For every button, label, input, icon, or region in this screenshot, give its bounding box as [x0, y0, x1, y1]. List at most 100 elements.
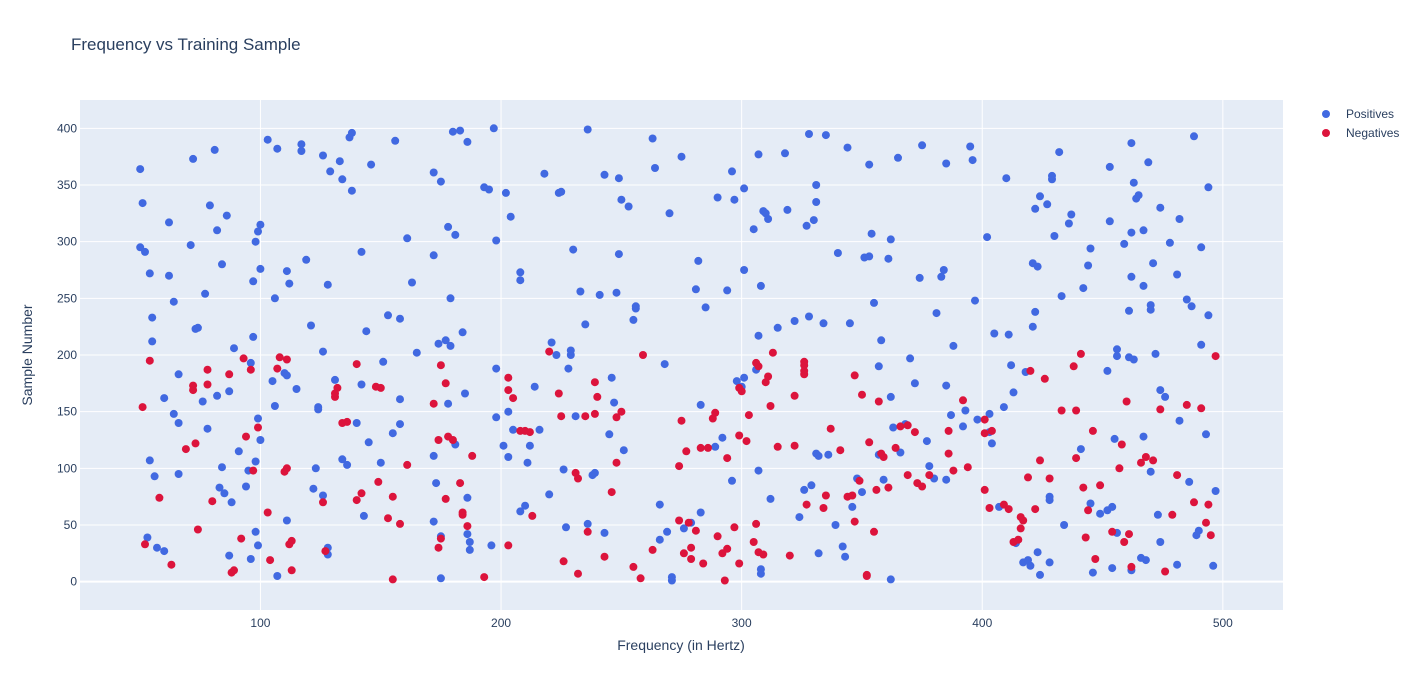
- data-point-positives[interactable]: [463, 530, 472, 539]
- data-point-negatives[interactable]: [388, 492, 397, 501]
- data-point-positives[interactable]: [754, 331, 763, 340]
- data-point-positives[interactable]: [1105, 162, 1114, 171]
- data-point-negatives[interactable]: [691, 526, 700, 535]
- data-point-negatives[interactable]: [463, 522, 472, 531]
- data-point-negatives[interactable]: [713, 532, 722, 541]
- data-point-negatives[interactable]: [574, 474, 582, 483]
- data-point-positives[interactable]: [966, 142, 975, 151]
- data-point-positives[interactable]: [660, 360, 669, 369]
- data-point-positives[interactable]: [1009, 388, 1018, 397]
- data-point-positives[interactable]: [821, 131, 830, 140]
- data-point-positives[interactable]: [489, 124, 498, 133]
- data-point-positives[interactable]: [870, 298, 878, 307]
- data-point-negatives[interactable]: [441, 494, 450, 503]
- data-point-positives[interactable]: [756, 569, 765, 578]
- data-point-negatives[interactable]: [891, 443, 900, 452]
- data-point-positives[interactable]: [754, 150, 763, 159]
- data-point-positives[interactable]: [256, 220, 265, 229]
- data-point-positives[interactable]: [679, 524, 688, 533]
- data-point-positives[interactable]: [740, 266, 749, 274]
- data-point-positives[interactable]: [311, 464, 320, 473]
- data-point-positives[interactable]: [749, 225, 758, 234]
- data-point-positives[interactable]: [1211, 487, 1220, 495]
- data-point-positives[interactable]: [701, 303, 710, 312]
- data-point-negatives[interactable]: [319, 498, 327, 507]
- data-point-negatives[interactable]: [819, 504, 828, 512]
- legend-item-negatives[interactable]: Negatives: [1322, 126, 1399, 140]
- data-point-positives[interactable]: [1108, 564, 1117, 573]
- data-point-positives[interactable]: [352, 419, 361, 427]
- data-point-positives[interactable]: [781, 149, 789, 158]
- data-point-positives[interactable]: [516, 268, 525, 277]
- data-point-positives[interactable]: [1105, 217, 1114, 226]
- data-point-positives[interactable]: [1031, 307, 1040, 316]
- data-point-positives[interactable]: [783, 205, 792, 214]
- data-point-positives[interactable]: [220, 489, 229, 498]
- data-point-positives[interactable]: [465, 545, 474, 554]
- data-point-positives[interactable]: [251, 527, 260, 536]
- data-point-positives[interactable]: [292, 385, 301, 393]
- data-point-negatives[interactable]: [141, 540, 149, 549]
- data-point-positives[interactable]: [971, 296, 979, 305]
- data-point-positives[interactable]: [516, 276, 525, 285]
- data-point-positives[interactable]: [282, 516, 291, 525]
- data-point-positives[interactable]: [1156, 386, 1165, 395]
- data-point-positives[interactable]: [713, 193, 722, 202]
- data-point-positives[interactable]: [485, 185, 493, 194]
- data-point-positives[interactable]: [1129, 178, 1138, 187]
- data-point-positives[interactable]: [894, 153, 902, 162]
- data-point-positives[interactable]: [501, 188, 510, 197]
- data-point-positives[interactable]: [559, 465, 568, 474]
- data-point-positives[interactable]: [396, 395, 404, 404]
- data-point-positives[interactable]: [1156, 538, 1165, 546]
- data-point-positives[interactable]: [254, 414, 262, 423]
- data-point-negatives[interactable]: [785, 551, 794, 560]
- data-point-positives[interactable]: [1127, 228, 1136, 237]
- data-point-negatives[interactable]: [980, 485, 989, 494]
- data-point-positives[interactable]: [968, 156, 977, 165]
- data-point-positives[interactable]: [922, 437, 931, 446]
- data-point-negatives[interactable]: [959, 396, 967, 405]
- data-point-positives[interactable]: [1026, 561, 1035, 570]
- data-point-negatives[interactable]: [1040, 374, 1049, 383]
- data-point-positives[interactable]: [1055, 148, 1064, 157]
- data-point-positives[interactable]: [1096, 509, 1105, 518]
- data-point-negatives[interactable]: [612, 413, 621, 422]
- data-point-positives[interactable]: [1086, 244, 1095, 253]
- data-point-negatives[interactable]: [735, 559, 744, 568]
- data-point-positives[interactable]: [838, 542, 847, 551]
- data-point-negatives[interactable]: [352, 360, 361, 369]
- data-point-positives[interactable]: [1108, 502, 1117, 511]
- data-point-positives[interactable]: [376, 458, 385, 467]
- data-point-negatives[interactable]: [1108, 527, 1117, 536]
- data-point-positives[interactable]: [841, 552, 850, 561]
- data-point-negatives[interactable]: [687, 555, 696, 563]
- data-point-negatives[interactable]: [504, 386, 513, 395]
- data-point-negatives[interactable]: [273, 364, 282, 373]
- data-point-positives[interactable]: [932, 309, 941, 318]
- data-point-positives[interactable]: [631, 302, 640, 311]
- data-point-negatives[interactable]: [858, 390, 866, 399]
- data-point-negatives[interactable]: [742, 437, 751, 446]
- data-point-positives[interactable]: [448, 127, 457, 136]
- data-point-positives[interactable]: [297, 140, 306, 149]
- data-point-negatives[interactable]: [593, 392, 602, 401]
- data-point-positives[interactable]: [600, 170, 609, 179]
- data-point-positives[interactable]: [814, 549, 823, 558]
- data-point-positives[interactable]: [1194, 526, 1203, 535]
- data-point-positives[interactable]: [1190, 132, 1198, 141]
- data-point-negatives[interactable]: [1079, 483, 1088, 492]
- data-point-negatives[interactable]: [1202, 518, 1210, 527]
- data-point-negatives[interactable]: [675, 516, 684, 525]
- data-point-positives[interactable]: [326, 167, 335, 176]
- data-point-positives[interactable]: [655, 500, 664, 509]
- data-point-positives[interactable]: [1204, 183, 1213, 192]
- data-point-positives[interactable]: [436, 574, 445, 583]
- data-point-positives[interactable]: [987, 439, 996, 448]
- data-point-positives[interactable]: [160, 547, 169, 556]
- data-point-negatives[interactable]: [352, 496, 361, 505]
- data-point-negatives[interactable]: [874, 397, 883, 406]
- data-point-positives[interactable]: [1028, 322, 1037, 331]
- data-point-negatives[interactable]: [403, 460, 412, 469]
- data-point-negatives[interactable]: [910, 428, 919, 437]
